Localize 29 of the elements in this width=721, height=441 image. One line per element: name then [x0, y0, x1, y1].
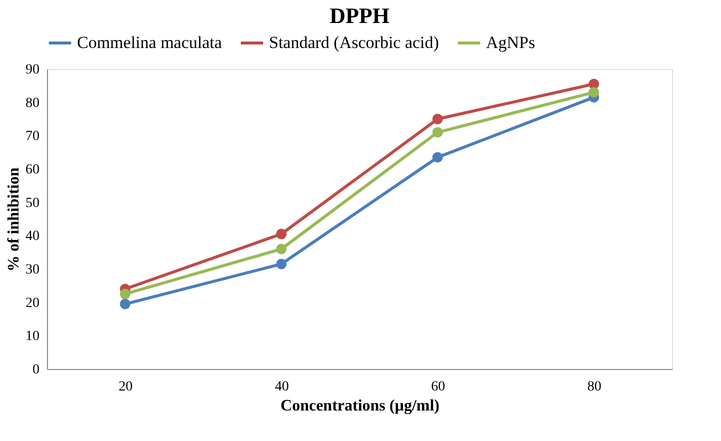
legend-label: Commelina maculata: [77, 33, 222, 52]
point: [432, 114, 443, 124]
x-tick-label: 80: [587, 380, 602, 394]
y-tick-label: 10: [26, 329, 40, 344]
y-tick-label: 40: [26, 229, 40, 244]
point: [432, 127, 443, 138]
point: [432, 152, 443, 163]
x-tick-label: 20: [118, 380, 133, 394]
point: [120, 298, 130, 310]
y-tick-label: 60: [26, 162, 40, 178]
x-tick-label: 40: [274, 380, 289, 394]
legend-label: Standard (Ascorbic acid): [269, 33, 439, 52]
point: [276, 258, 287, 270]
y-tick-label: 30: [26, 262, 40, 278]
point: [276, 228, 287, 240]
y-axis-title: % of inhibition: [6, 167, 22, 272]
legend-label: AgNPs: [486, 33, 536, 52]
y-tick-label: 20: [26, 296, 40, 311]
point: [588, 87, 600, 98]
x-tick-label: 60: [431, 380, 446, 394]
point: [276, 244, 287, 254]
chart-title: DPPH: [330, 3, 390, 28]
y-tick-label: 90: [26, 62, 40, 78]
y-tick-label: 70: [26, 129, 40, 144]
x-axis-title: Concentrations (µg/ml): [280, 398, 440, 414]
y-tick-label: 80: [26, 96, 40, 111]
point: [120, 288, 130, 300]
y-tick-label: 50: [26, 196, 40, 211]
y-tick-label: 0: [32, 362, 40, 378]
